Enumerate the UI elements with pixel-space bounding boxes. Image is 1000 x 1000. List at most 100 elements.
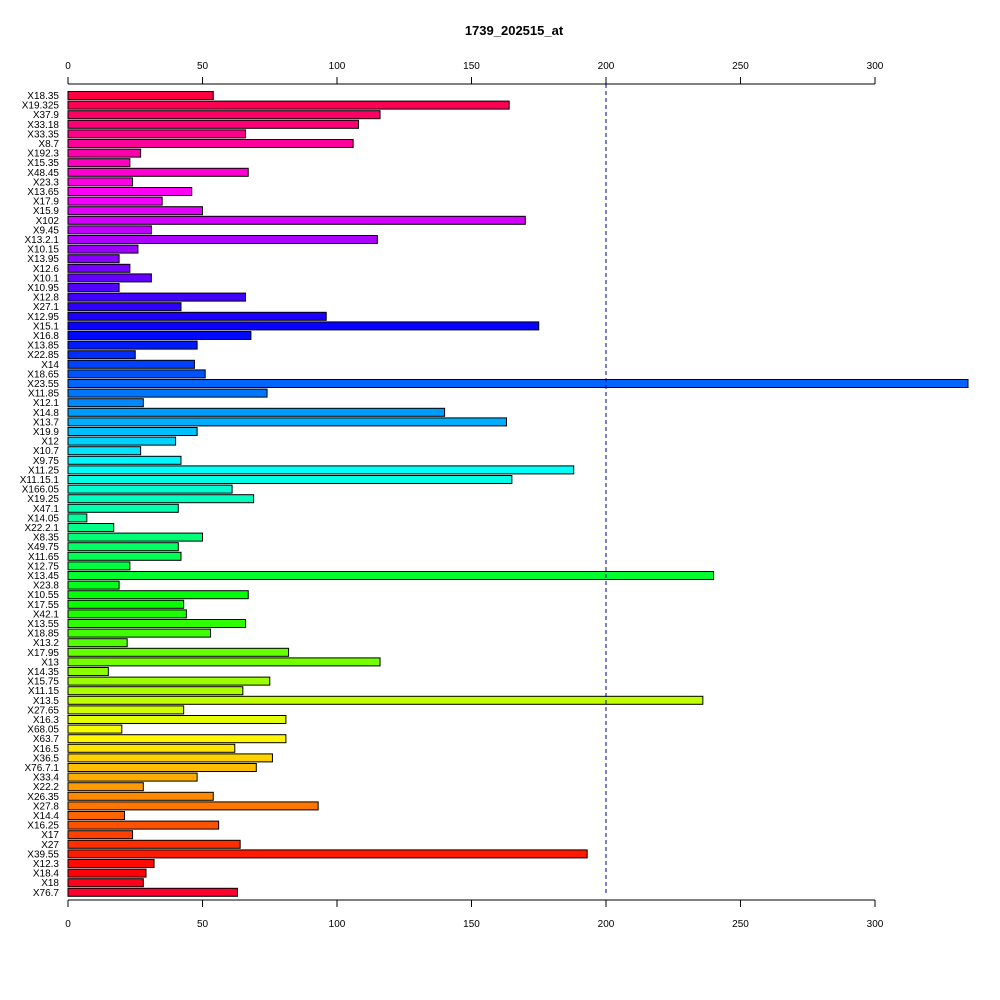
category-label: X17.95: [27, 648, 59, 659]
category-label: X15.35: [27, 158, 59, 169]
category-label: X12.3: [33, 859, 60, 870]
bar: [67, 763, 257, 772]
category-label: X11.15.1: [20, 475, 60, 486]
bar: [67, 283, 120, 292]
bar: [67, 638, 128, 648]
category-label: X17.9: [33, 197, 60, 208]
bar: [67, 292, 247, 302]
bar: [67, 753, 273, 763]
category-label: X13.7: [33, 417, 60, 428]
category-label: X27.1: [33, 302, 60, 313]
bar: [67, 446, 142, 456]
bar: [67, 599, 185, 609]
top-tick-label: 300: [867, 61, 884, 72]
bar: [67, 187, 193, 196]
category-label: X27: [41, 840, 59, 851]
bar: [67, 455, 182, 465]
bar: [67, 878, 144, 888]
bar: [67, 542, 179, 552]
category-label: X39.55: [27, 849, 59, 860]
category-label: X33.18: [27, 120, 59, 131]
bar: [67, 724, 123, 734]
category-label: X14.05: [27, 513, 59, 524]
category-label: X13.45: [27, 571, 59, 582]
top-tick-label: 150: [463, 61, 480, 72]
category-label: X37.9: [33, 110, 60, 121]
category-label: X76.7: [33, 888, 60, 899]
bar: [67, 743, 236, 753]
bar: [67, 158, 131, 168]
bar: [67, 532, 203, 542]
bar: [67, 129, 247, 139]
category-label: X18.35: [27, 91, 59, 102]
category-label: X13.5: [33, 696, 60, 707]
bar: [67, 868, 147, 878]
category-label: X11.15: [28, 686, 59, 697]
bar: [67, 350, 136, 360]
category-label: X33.4: [33, 773, 60, 784]
bar: [67, 820, 220, 830]
category-label: X14: [41, 360, 59, 371]
bottom-tick-label: 150: [463, 919, 480, 930]
category-label: X68.05: [27, 725, 59, 736]
category-label: X11.85: [28, 389, 59, 400]
category-label: X166.05: [22, 485, 60, 496]
category-label: X8.35: [33, 533, 60, 544]
category-label: X13: [41, 657, 59, 668]
bar: [67, 225, 152, 235]
category-label: X23.55: [27, 379, 59, 390]
bottom-x-axis: 0 50 100 150 200 250 300: [65, 899, 884, 930]
category-label: X14.35: [27, 667, 59, 678]
bar: [67, 369, 206, 379]
bar: [67, 523, 115, 532]
category-label: X26.35: [27, 792, 59, 803]
bar: [67, 887, 238, 897]
bar: [67, 609, 187, 619]
category-label: X33.35: [27, 129, 59, 140]
bar: [67, 551, 182, 561]
bar: [67, 254, 120, 264]
category-label: X18: [41, 878, 59, 889]
top-tick-label: 0: [65, 61, 71, 72]
category-label: X13.2: [33, 638, 60, 649]
bar: [67, 801, 319, 811]
bar: [67, 734, 287, 744]
bar: [67, 263, 131, 273]
category-label: X10.95: [27, 283, 59, 294]
bar: [67, 695, 704, 705]
category-label: X14.4: [33, 811, 60, 822]
bar: [67, 244, 139, 254]
bar: [67, 503, 179, 513]
bottom-tick-label: 200: [598, 919, 615, 930]
bar: [67, 177, 134, 187]
category-label: X13.2.1: [25, 235, 60, 246]
bar: [67, 705, 185, 715]
category-label: X14.8: [33, 408, 60, 419]
bar: [67, 311, 327, 321]
category-label: X23.8: [33, 581, 60, 592]
bar: [67, 513, 88, 523]
bottom-tick-label: 300: [867, 919, 884, 930]
category-label: X192.3: [27, 149, 59, 160]
bar: [67, 571, 715, 580]
bar: [67, 772, 198, 782]
bar: [67, 417, 507, 427]
bar: [67, 676, 271, 686]
bar: [67, 215, 526, 225]
bar: [67, 340, 198, 350]
bar: [67, 475, 513, 484]
category-label: X10.7: [33, 446, 60, 457]
bar: [67, 647, 290, 657]
bottom-tick-label: 100: [329, 919, 346, 930]
bar: [67, 321, 540, 331]
category-label: X76.7.1: [25, 763, 60, 774]
category-label: X17.55: [27, 600, 59, 611]
bar: [67, 839, 241, 849]
category-label: X10.15: [27, 245, 59, 256]
category-label: X13.65: [27, 187, 59, 198]
bar: [67, 196, 163, 206]
bar: [67, 331, 252, 340]
bar: [67, 484, 233, 494]
category-label: X9.75: [33, 456, 60, 467]
